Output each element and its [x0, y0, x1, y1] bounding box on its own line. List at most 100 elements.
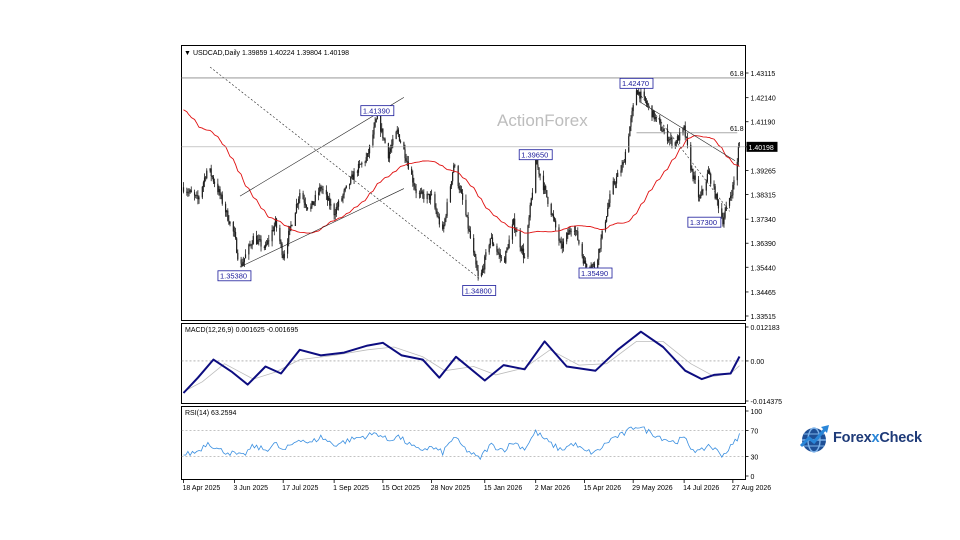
candle-body	[299, 193, 301, 199]
candle-body	[484, 256, 486, 270]
candle-body	[403, 142, 405, 150]
candle-body	[671, 137, 673, 146]
candle-body	[395, 131, 397, 139]
falling-trend-line	[640, 102, 736, 161]
candle-body	[561, 243, 563, 249]
candle-body	[287, 242, 289, 254]
candle-body	[327, 197, 330, 201]
date-tick-label: 14 Jul 2026	[683, 485, 719, 492]
candle-body	[310, 206, 312, 210]
candle-body	[224, 203, 227, 213]
candle-body	[210, 168, 212, 177]
candle-body	[343, 190, 345, 195]
candle-body	[652, 110, 654, 118]
symbol-line: USDCAD,Daily 1.39859 1.40224 1.39804 1.4…	[193, 50, 349, 57]
candle-body	[577, 231, 579, 241]
candle-body	[488, 245, 490, 253]
candle-body	[213, 181, 216, 184]
rsi-tick-label: 70	[751, 429, 759, 436]
dropdown-triangle-icon[interactable]: ▼	[184, 50, 191, 57]
candle-body	[628, 136, 630, 152]
candle-body	[632, 105, 634, 112]
candle-body	[392, 138, 394, 145]
candle-body	[399, 141, 402, 143]
date-tick-label: 17 Jul 2025	[282, 485, 318, 492]
candle-body	[217, 183, 219, 193]
candle-body	[423, 193, 425, 200]
candle-body	[599, 248, 601, 250]
candle-body	[449, 186, 452, 203]
globe-chart-icon	[799, 425, 829, 453]
candle-body	[271, 229, 273, 242]
candle-body	[388, 151, 391, 159]
candle-body	[631, 111, 633, 119]
candle-body	[244, 254, 247, 259]
price-annotation-label: 1.42470	[622, 79, 649, 88]
candle-body	[294, 212, 296, 226]
candle-body	[701, 189, 703, 195]
candle-body	[187, 192, 189, 194]
candle-body	[620, 170, 622, 173]
candle-body	[582, 256, 584, 264]
candle-body	[342, 194, 344, 199]
candle-body	[583, 260, 586, 264]
candle-body	[318, 192, 320, 195]
candle-body	[280, 241, 282, 244]
candle-body	[186, 191, 188, 193]
price-tick-label: 1.41190	[751, 120, 776, 127]
candle-body	[469, 230, 471, 238]
candle-body	[573, 231, 576, 232]
current-price-label: 1.40198	[749, 145, 774, 152]
candle-body	[699, 197, 701, 198]
candle-body	[335, 207, 337, 214]
candle-body	[717, 200, 720, 209]
candle-body	[637, 90, 639, 95]
candle-body	[359, 163, 361, 165]
date-tick-label: 15 Jan 2026	[484, 485, 523, 492]
candle-body	[545, 186, 547, 191]
candle-body	[219, 189, 221, 196]
candle-body	[240, 259, 242, 264]
candle-body	[202, 182, 205, 187]
fib-label: 61.8	[730, 126, 744, 133]
candle-body	[453, 165, 455, 173]
candle-body	[622, 162, 624, 165]
candle-body	[319, 186, 321, 193]
candle-body	[373, 126, 375, 135]
forexcheck-logo: ForexxCheck	[799, 422, 929, 458]
candle-body	[313, 201, 315, 205]
candle-body	[581, 243, 583, 257]
candle-body	[218, 189, 220, 193]
candle-body	[206, 170, 208, 179]
candle-body	[683, 125, 685, 128]
candle-body	[372, 134, 374, 146]
candle-body	[686, 137, 689, 145]
candle-body	[364, 161, 366, 163]
candle-body	[365, 157, 367, 162]
candle-body	[477, 270, 479, 276]
candle-body	[268, 240, 270, 242]
candle-body	[330, 204, 332, 206]
candle-body	[356, 171, 358, 173]
candle-body	[693, 175, 695, 179]
candle-body	[546, 190, 548, 198]
candle-body	[539, 174, 541, 176]
candle-body	[567, 233, 569, 235]
candle-body	[676, 136, 679, 144]
price-annotation-box	[360, 105, 395, 117]
candle-body	[398, 134, 401, 142]
rsi-layer	[181, 426, 746, 461]
candle-body	[708, 170, 711, 174]
candle-body	[537, 164, 539, 168]
candle-body	[584, 260, 587, 265]
candle-body	[707, 170, 710, 174]
candle-body	[624, 151, 627, 163]
candle-body	[381, 128, 383, 132]
candle-body	[367, 153, 370, 154]
candle-body	[519, 231, 521, 248]
dashed-retrace-line	[636, 89, 730, 212]
candle-body	[547, 197, 549, 204]
candle-body	[648, 104, 650, 106]
candle-body	[706, 173, 708, 182]
candle-body	[382, 128, 384, 139]
